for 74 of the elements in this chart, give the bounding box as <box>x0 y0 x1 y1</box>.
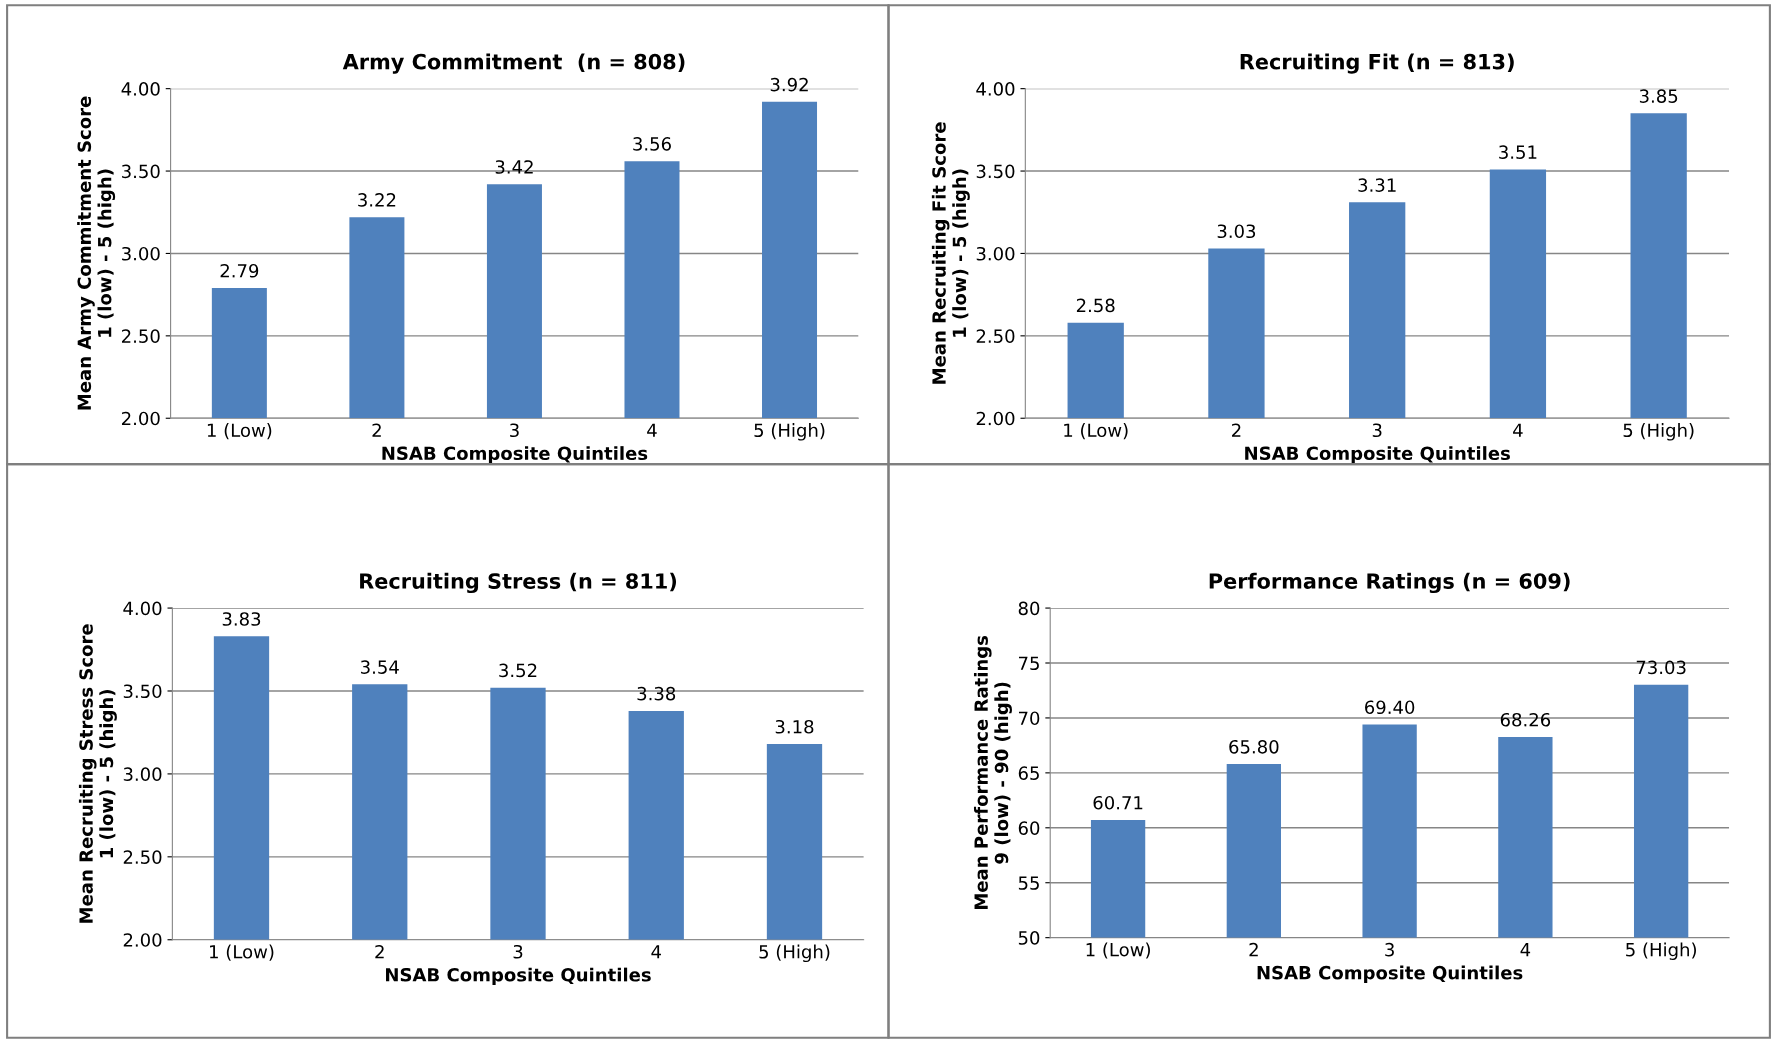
x-axis-title: NSAB Composite Quintiles <box>386 967 651 986</box>
data-label: 69.40 <box>1365 700 1415 715</box>
y-tick-label: 70 <box>1018 711 1040 726</box>
y-tick-label: 2.50 <box>976 329 1015 343</box>
y-tick-label: 4.00 <box>123 601 162 616</box>
x-tick-label: 2 <box>1249 942 1258 957</box>
x-tick-label: 2 <box>375 944 384 959</box>
x-tick-label: 3 <box>513 944 523 959</box>
data-label: 3.83 <box>222 612 261 626</box>
x-tick-label: 5 (High) <box>754 423 825 441</box>
y-tick-label: 50 <box>1018 931 1040 945</box>
chart-title: Recruiting Fit (n = 813) <box>1240 53 1514 74</box>
data-label: 3.42 <box>495 160 533 174</box>
x-tick-label: 5 (High) <box>1623 423 1694 441</box>
data-label: 3.92 <box>770 77 808 92</box>
x-tick-label: 4 <box>1513 423 1523 437</box>
y-tick-label: 4.00 <box>976 82 1015 96</box>
y-tick-label: 55 <box>1018 876 1039 890</box>
x-tick-label: 3 <box>1372 423 1382 438</box>
x-tick-label: 1 (Low) <box>1064 423 1128 440</box>
x-tick-label: 3 <box>510 423 519 438</box>
y-axis-title: Mean Army Commitment Score 1 (low) - 5 (high) <box>77 96 116 410</box>
x-tick-label: 5 (High) <box>1626 942 1696 960</box>
y-tick-label: 2.00 <box>121 411 160 426</box>
y-tick-label: 3.50 <box>976 164 1015 179</box>
data-label: 3.22 <box>358 193 396 207</box>
x-tick-label: 1 (Low) <box>1086 942 1150 959</box>
y-tick-label: 4.00 <box>121 82 160 96</box>
data-label: 2.58 <box>1076 298 1115 313</box>
data-label: 2.79 <box>220 263 259 278</box>
data-label: 3.03 <box>1217 224 1256 239</box>
data-label: 73.03 <box>1636 660 1686 675</box>
y-tick-label: 2.50 <box>121 329 160 343</box>
data-label: 3.18 <box>775 719 814 734</box>
y-tick-label: 3.00 <box>976 246 1015 261</box>
x-axis-title: NSAB Composite Quintiles <box>382 446 648 464</box>
x-axis-title: NSAB Composite Quintiles <box>1257 965 1523 984</box>
y-tick-label: 3.00 <box>123 767 162 782</box>
y-tick-label: 60 <box>1018 821 1040 835</box>
y-tick-label: 2.00 <box>976 411 1015 426</box>
y-tick-label: 2.50 <box>123 850 162 864</box>
x-tick-label: 4 <box>647 423 657 437</box>
data-label: 3.85 <box>1639 89 1678 103</box>
x-axis-title: NSAB Composite Quintiles <box>1245 446 1510 464</box>
data-label: 3.31 <box>1358 178 1396 192</box>
x-tick-label: 2 <box>372 423 381 437</box>
y-tick-label: 2.00 <box>123 933 162 947</box>
y-tick-label: 65 <box>1018 766 1039 780</box>
data-label: 3.52 <box>499 663 537 678</box>
x-tick-label: 4 <box>1520 943 1531 957</box>
chart-title: Recruiting Stress (n = 811) <box>360 572 677 594</box>
data-label: 60.71 <box>1093 795 1143 810</box>
x-tick-label: 2 <box>1232 423 1241 437</box>
y-tick-label: 3.00 <box>122 246 160 261</box>
y-tick-label: 3.50 <box>122 164 160 179</box>
x-tick-label: 1 (Low) <box>210 944 274 961</box>
y-tick-label: 3.50 <box>123 684 162 699</box>
chart-title: Army Commitment (n = 808) <box>342 53 685 74</box>
x-tick-label: 3 <box>1385 942 1394 957</box>
chart-title: Performance Ratings (n = 609) <box>1209 572 1570 594</box>
data-label: 3.38 <box>637 686 676 701</box>
y-axis-title: Mean Recruiting Fit Score 1 (low) - 5 (high) <box>931 122 970 384</box>
x-tick-label: 4 <box>651 945 661 959</box>
data-label: 3.54 <box>361 660 399 674</box>
data-label: 65.80 <box>1229 739 1279 754</box>
y-tick-label: 75 <box>1018 656 1039 671</box>
x-tick-label: 1 (Low) <box>207 423 272 440</box>
y-axis-title: Mean Performance Ratings 9 (low) - 90 (high) <box>973 635 1012 910</box>
data-label: 68.26 <box>1500 712 1551 727</box>
x-tick-label: 5 (High) <box>759 944 830 963</box>
y-axis-title: Mean Recruiting Stress Score 1 (low) - 5 (high) <box>78 624 117 923</box>
y-tick-label: 80 <box>1018 601 1040 616</box>
data-label: 3.51 <box>1499 145 1537 159</box>
data-label: 3.56 <box>633 137 671 151</box>
